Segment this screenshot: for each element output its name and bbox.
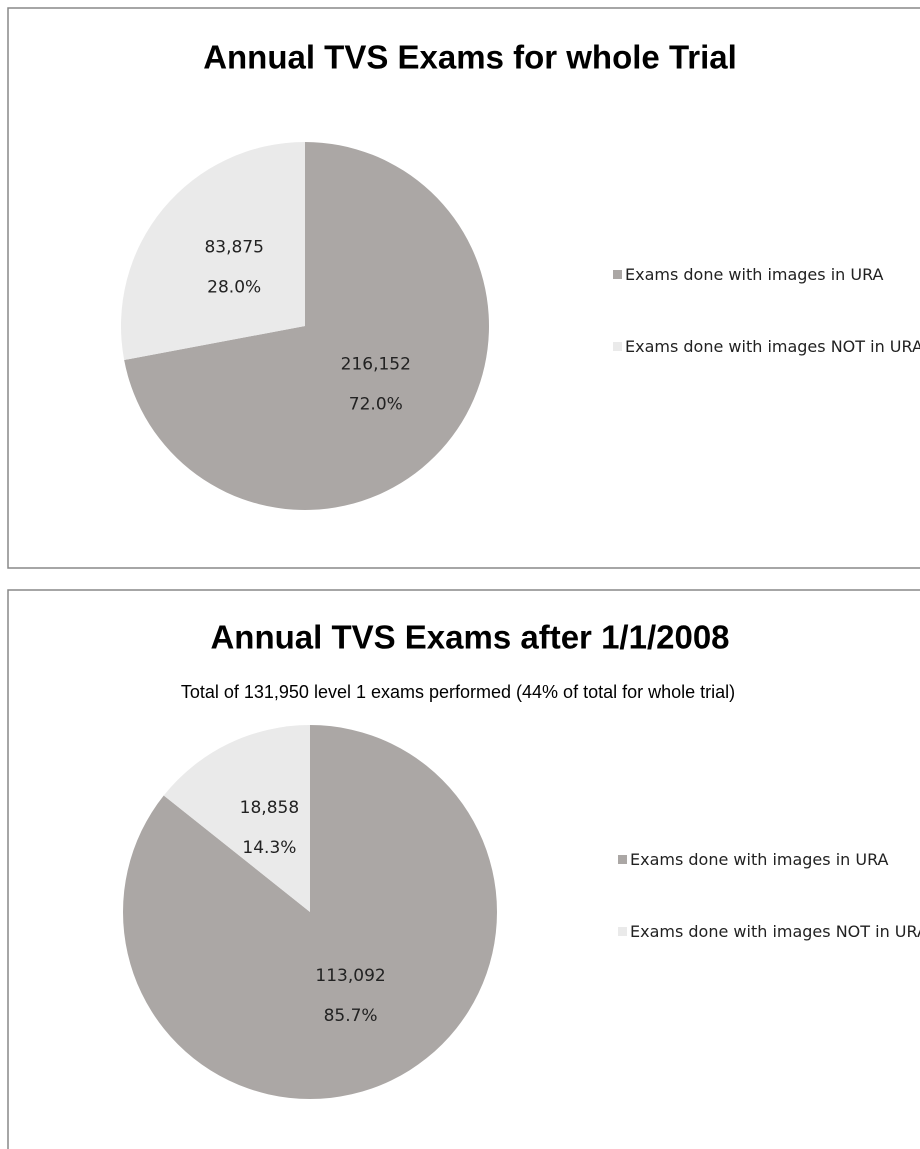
pie-slice [121, 142, 305, 360]
legend-label: Exams done with images NOT in URA [625, 337, 920, 356]
legend-swatch [613, 270, 622, 279]
chart-frame [7, 589, 920, 1149]
percent-label: 28.0% [207, 277, 261, 297]
percent-label: 85.7% [324, 1006, 378, 1026]
data-label: 113,092 [315, 966, 385, 986]
percent-label: 14.3% [242, 838, 296, 858]
legend-label: Exams done with images in URA [630, 850, 889, 869]
pie-slice [123, 725, 498, 1099]
legend-swatch [618, 855, 627, 864]
data-label: 216,152 [341, 355, 411, 375]
legend-entry: Exams done with images NOT in URA [625, 337, 920, 356]
pie-slice [124, 142, 490, 510]
chart-frame [7, 7, 920, 569]
data-label: 18,858 [240, 798, 299, 818]
legend-entry: Exams done with images NOT in URA [630, 922, 920, 941]
legend-label: Exams done with images NOT in URA [630, 922, 920, 941]
chart-title: Annual TVS Exams for whole Trial [203, 39, 737, 76]
legend-label: Exams done with images in URA [625, 265, 884, 284]
legend-swatch [613, 342, 622, 351]
chart-title: Annual TVS Exams after 1/1/2008 [210, 619, 729, 656]
pie-slice [163, 725, 310, 912]
data-label: 83,875 [204, 237, 263, 257]
legend-entry: Exams done with images in URA [630, 850, 889, 869]
legend-swatch [618, 927, 627, 936]
legend-entry: Exams done with images in URA [625, 265, 884, 284]
percent-label: 72.0% [349, 395, 403, 415]
chart-subtitle: Total of 131,950 level 1 exams performed… [181, 682, 735, 702]
